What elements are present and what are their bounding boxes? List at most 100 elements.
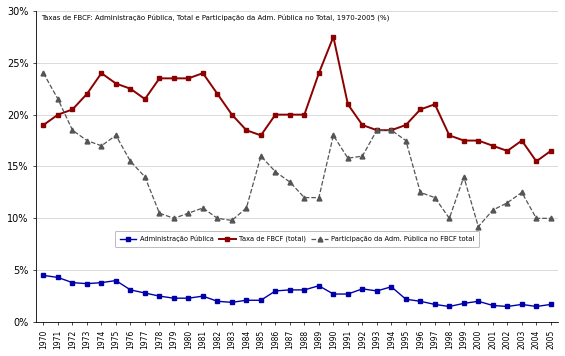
Participação da Adm. Pública no FBCF total <box>98 143 105 148</box>
Participação da Adm. Pública no FBCF total <box>55 97 62 101</box>
Participação da Adm. Pública no FBCF total <box>127 159 134 163</box>
Taxa de FBCF (total) <box>301 112 308 117</box>
Administração Pública <box>547 302 554 307</box>
Administração Pública <box>286 288 293 292</box>
Participação da Adm. Pública no FBCF total <box>142 175 149 179</box>
Taxa de FBCF (total) <box>475 138 482 143</box>
Participação da Adm. Pública no FBCF total <box>519 190 525 194</box>
Taxa de FBCF (total) <box>460 138 467 143</box>
Participação da Adm. Pública no FBCF total <box>301 195 308 200</box>
Taxa de FBCF (total) <box>533 159 540 163</box>
Administração Pública <box>171 296 177 300</box>
Administração Pública <box>272 289 279 293</box>
Administração Pública <box>156 294 163 298</box>
Administração Pública <box>69 281 76 285</box>
Administração Pública <box>402 297 409 302</box>
Taxa de FBCF (total) <box>171 76 177 80</box>
Participação da Adm. Pública no FBCF total <box>533 216 540 220</box>
Participação da Adm. Pública no FBCF total <box>359 154 366 158</box>
Taxa de FBCF (total) <box>446 133 453 137</box>
Taxa de FBCF (total) <box>228 112 235 117</box>
Taxa de FBCF (total) <box>330 35 337 39</box>
Administração Pública <box>40 273 47 278</box>
Administração Pública <box>315 284 322 288</box>
Line: Participação da Adm. Pública no FBCF total: Participação da Adm. Pública no FBCF tot… <box>41 71 553 229</box>
Administração Pública <box>330 292 337 296</box>
Participação da Adm. Pública no FBCF total <box>504 201 511 205</box>
Participação da Adm. Pública no FBCF total <box>286 180 293 184</box>
Taxa de FBCF (total) <box>98 71 105 75</box>
Taxa de FBCF (total) <box>142 97 149 101</box>
Participação da Adm. Pública no FBCF total <box>228 218 235 222</box>
Participação da Adm. Pública no FBCF total <box>199 206 206 210</box>
Participação da Adm. Pública no FBCF total <box>373 128 380 132</box>
Participação da Adm. Pública no FBCF total <box>112 133 119 137</box>
Administração Pública <box>185 296 192 300</box>
Administração Pública <box>228 300 235 304</box>
Administração Pública <box>142 291 149 295</box>
Participação da Adm. Pública no FBCF total <box>489 208 496 212</box>
Participação da Adm. Pública no FBCF total <box>402 138 409 143</box>
Administração Pública <box>388 285 395 289</box>
Participação da Adm. Pública no FBCF total <box>446 216 453 220</box>
Participação da Adm. Pública no FBCF total <box>417 190 424 194</box>
Taxa de FBCF (total) <box>272 112 279 117</box>
Administração Pública <box>258 298 264 302</box>
Legend: Administração Pública, Taxa de FBCF (total), Participação da Adm. Pública no FBC: Administração Pública, Taxa de FBCF (tot… <box>115 231 479 247</box>
Participação da Adm. Pública no FBCF total <box>460 175 467 179</box>
Text: Taxas de FBCF: Administração Pública, Total e Participação da Adm. Pública no To: Taxas de FBCF: Administração Pública, To… <box>41 15 390 22</box>
Taxa de FBCF (total) <box>40 123 47 127</box>
Participação da Adm. Pública no FBCF total <box>475 225 482 229</box>
Administração Pública <box>417 299 424 303</box>
Taxa de FBCF (total) <box>243 128 250 132</box>
Participação da Adm. Pública no FBCF total <box>388 128 395 132</box>
Taxa de FBCF (total) <box>214 92 221 96</box>
Administração Pública <box>345 292 351 296</box>
Participação da Adm. Pública no FBCF total <box>243 206 250 210</box>
Administração Pública <box>475 299 482 303</box>
Participação da Adm. Pública no FBCF total <box>171 216 177 220</box>
Taxa de FBCF (total) <box>402 123 409 127</box>
Administração Pública <box>533 304 540 309</box>
Administração Pública <box>373 289 380 293</box>
Administração Pública <box>519 302 525 307</box>
Administração Pública <box>301 288 308 292</box>
Administração Pública <box>112 278 119 283</box>
Participação da Adm. Pública no FBCF total <box>272 169 279 174</box>
Administração Pública <box>55 275 62 279</box>
Taxa de FBCF (total) <box>315 71 322 75</box>
Participação da Adm. Pública no FBCF total <box>315 195 322 200</box>
Participação da Adm. Pública no FBCF total <box>156 211 163 215</box>
Participação da Adm. Pública no FBCF total <box>258 154 264 158</box>
Administração Pública <box>214 299 221 303</box>
Participação da Adm. Pública no FBCF total <box>330 133 337 137</box>
Taxa de FBCF (total) <box>127 87 134 91</box>
Taxa de FBCF (total) <box>199 71 206 75</box>
Administração Pública <box>127 288 134 292</box>
Administração Pública <box>432 302 438 307</box>
Administração Pública <box>359 287 366 291</box>
Administração Pública <box>98 281 105 285</box>
Administração Pública <box>84 282 90 286</box>
Taxa de FBCF (total) <box>373 128 380 132</box>
Participação da Adm. Pública no FBCF total <box>547 216 554 220</box>
Participação da Adm. Pública no FBCF total <box>432 195 438 200</box>
Taxa de FBCF (total) <box>547 149 554 153</box>
Taxa de FBCF (total) <box>258 133 264 137</box>
Taxa de FBCF (total) <box>345 102 351 106</box>
Administração Pública <box>446 304 453 309</box>
Taxa de FBCF (total) <box>504 149 511 153</box>
Administração Pública <box>243 298 250 302</box>
Taxa de FBCF (total) <box>69 107 76 111</box>
Taxa de FBCF (total) <box>359 123 366 127</box>
Line: Administração Pública: Administração Pública <box>42 274 553 308</box>
Taxa de FBCF (total) <box>112 82 119 86</box>
Administração Pública <box>504 304 511 309</box>
Taxa de FBCF (total) <box>156 76 163 80</box>
Taxa de FBCF (total) <box>388 128 395 132</box>
Participação da Adm. Pública no FBCF total <box>214 216 221 220</box>
Participação da Adm. Pública no FBCF total <box>84 138 90 143</box>
Taxa de FBCF (total) <box>489 143 496 148</box>
Taxa de FBCF (total) <box>519 138 525 143</box>
Participação da Adm. Pública no FBCF total <box>345 156 351 160</box>
